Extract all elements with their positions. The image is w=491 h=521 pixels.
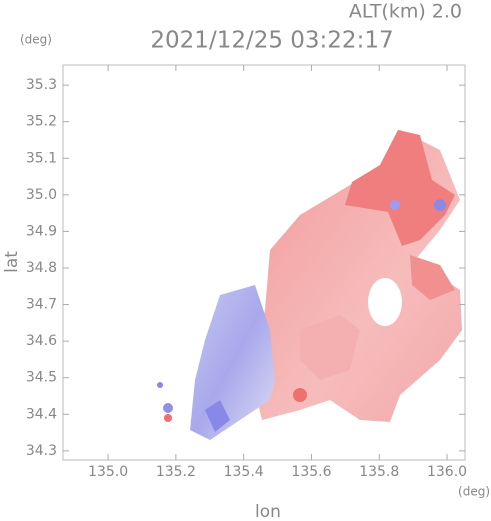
y-unit: (deg) <box>20 33 52 47</box>
altitude-title: ALT(km) 2.0 <box>349 1 462 23</box>
y-tick-label: 34.5 <box>26 370 57 386</box>
y-tick-label: 34.3 <box>26 443 57 459</box>
y-tick-label: 34.7 <box>26 297 57 313</box>
x-unit: (deg) <box>458 485 490 499</box>
y-tick-label: 35.2 <box>26 114 57 130</box>
y-tick-label: 34.8 <box>26 260 57 276</box>
x-tick-label: 135.8 <box>359 464 399 480</box>
x-tick-label: 135.0 <box>88 464 128 480</box>
x-axis-label: lon <box>255 502 281 521</box>
y-tick-label: 34.9 <box>26 223 57 239</box>
x-tick-label: 136.0 <box>427 464 467 480</box>
plot-frame <box>62 64 466 461</box>
y-tick-label: 35.3 <box>26 77 57 93</box>
y-tick-label: 34.6 <box>26 333 57 349</box>
y-tick-label: 34.4 <box>26 406 57 422</box>
y-tick-label: 35.0 <box>26 187 57 203</box>
y-tick-label: 35.1 <box>26 150 57 166</box>
x-tick-label: 135.4 <box>224 464 264 480</box>
radar-field <box>157 130 462 440</box>
x-tick-label: 135.2 <box>156 464 196 480</box>
x-tick-label: 135.6 <box>291 464 331 480</box>
timestamp: 2021/12/25 03:22:17 <box>150 28 393 54</box>
y-axis-label: lat <box>2 251 22 273</box>
